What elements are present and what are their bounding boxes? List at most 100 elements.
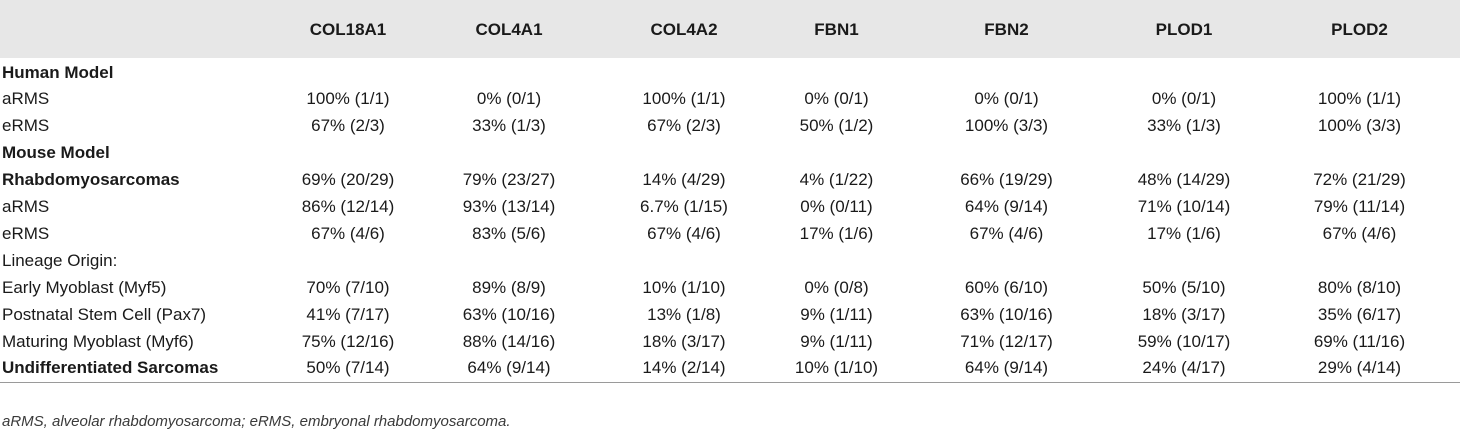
table-cell: 9% (1/11)	[800, 331, 873, 351]
table-cell	[1109, 139, 1259, 166]
row-label: Lineage Origin:	[2, 250, 118, 270]
table-row: aRMS 86% (12/14) 93% (13/14) 6.7% (1/15) 0% …	[0, 193, 1460, 220]
row-label: Maturing Myoblast (Myf6)	[2, 331, 194, 351]
table-cell: 72% (21/29)	[1313, 169, 1406, 189]
table-cell: 0% (0/11)	[800, 196, 873, 216]
table-cell	[599, 139, 769, 166]
column-header-blank	[0, 0, 277, 58]
column-header-fbn2: FBN2	[984, 20, 1029, 39]
table-cell: 33% (1/3)	[1147, 115, 1221, 135]
column-header-fbn1: FBN1	[814, 20, 859, 39]
table-row: eRMS 67% (2/3) 33% (1/3) 67% (2/3) 50% (1/2)…	[0, 112, 1460, 139]
section-row: Human Model	[0, 58, 1460, 85]
table-cell	[599, 247, 769, 274]
table-cell: 71% (12/17)	[960, 331, 1053, 351]
data-table: COL18A1 COL4A1 COL4A2 FBN1 FBN2 PLOD1 PLOD2 Hu…	[0, 0, 1460, 382]
table-cell	[419, 247, 599, 274]
table-cell: 0% (0/1)	[476, 88, 542, 108]
table-cell	[419, 139, 599, 166]
table-cell: 9% (1/11)	[800, 304, 873, 324]
row-label: Human Model	[2, 63, 114, 82]
row-label: eRMS	[2, 223, 50, 243]
table-cell: 14% (4/29)	[642, 169, 726, 189]
table-cell: 4% (1/22)	[799, 169, 874, 189]
table-cell: 67% (4/6)	[969, 223, 1044, 243]
table-cell	[1109, 58, 1259, 85]
table-cell: 70% (7/10)	[306, 277, 390, 297]
table-cell: 10% (1/10)	[794, 358, 879, 378]
table-body: Human Model aRMS 100% (1/1) 0% (0/1) 100% (1…	[0, 58, 1460, 382]
table-cell: 93% (13/14)	[462, 196, 556, 216]
table-cell: 67% (4/6)	[647, 223, 721, 243]
table-cell	[1109, 247, 1259, 274]
table-cell	[419, 58, 599, 85]
row-label: Rhabdomyosarcomas	[2, 169, 180, 189]
table-cell: 67% (2/3)	[311, 115, 385, 135]
table-cell: 66% (19/29)	[960, 169, 1053, 189]
table-cell: 17% (1/6)	[799, 223, 874, 243]
table-cell: 80% (8/10)	[1317, 277, 1402, 297]
table-cell: 50% (1/2)	[799, 115, 874, 135]
row-label: Postnatal Stem Cell (Pax7)	[2, 304, 207, 324]
table-cell: 29% (4/14)	[1317, 358, 1402, 378]
section-row: Undifferentiated Sarcomas 50% (7/14) 64% (…	[0, 355, 1460, 382]
table-row: Early Myoblast (Myf5) 70% (7/10) 89% (8/9)…	[0, 274, 1460, 301]
table-cell	[277, 139, 419, 166]
table-cell: 100% (1/1)	[306, 88, 390, 108]
column-header-plod2: PLOD2	[1331, 20, 1388, 39]
table-cell: 64% (9/14)	[964, 196, 1049, 216]
table-cell	[277, 247, 419, 274]
table-cell: 69% (11/16)	[1313, 331, 1406, 351]
column-header-col4a1: COL4A1	[475, 20, 543, 39]
table-cell	[599, 58, 769, 85]
table-row: aRMS 100% (1/1) 0% (0/1) 100% (1/1) 0% (0/1)…	[0, 85, 1460, 112]
table-cell: 0% (0/1)	[974, 88, 1039, 108]
table-cell: 18% (3/17)	[1142, 304, 1226, 324]
table-cell: 64% (9/14)	[467, 358, 551, 378]
table-cell: 86% (12/14)	[301, 196, 395, 216]
column-header-col18a1: COL18A1	[309, 20, 387, 39]
table-cell	[769, 58, 904, 85]
table-cell: 75% (12/16)	[301, 331, 395, 351]
table-cell: 89% (8/9)	[472, 277, 546, 297]
table-row: eRMS 67% (4/6) 83% (5/6) 67% (4/6) 17% (1/6)…	[0, 220, 1460, 247]
row-label: aRMS	[2, 88, 50, 108]
table-cell: 0% (0/1)	[1151, 88, 1217, 108]
table-cell: 69% (20/29)	[301, 169, 395, 189]
table-cell: 63% (10/16)	[462, 304, 556, 324]
table-cell: 100% (1/1)	[1317, 88, 1402, 108]
table-cell: 33% (1/3)	[472, 115, 546, 135]
row-label: aRMS	[2, 196, 50, 216]
table-cell: 0% (0/1)	[804, 88, 869, 108]
row-label: eRMS	[2, 115, 50, 135]
table-cell: 50% (5/10)	[1142, 277, 1226, 297]
table-cell: 100% (1/1)	[642, 88, 726, 108]
table-cell: 18% (3/17)	[642, 331, 726, 351]
table-cell	[1259, 139, 1460, 166]
table-cell: 79% (23/27)	[462, 169, 556, 189]
table-cell: 71% (10/14)	[1137, 196, 1231, 216]
table-cell: 67% (4/6)	[1322, 223, 1397, 243]
row-label: Undifferentiated Sarcomas	[2, 358, 219, 378]
table-cell	[904, 247, 1109, 274]
table-cell: 100% (3/3)	[1317, 115, 1402, 135]
table-cell: 0% (0/8)	[804, 277, 869, 297]
table-cell: 83% (5/6)	[472, 223, 546, 243]
table-cell: 50% (7/14)	[306, 358, 390, 378]
table-footnote: aRMS, alveolar rhabdomyosarcoma; eRMS, e…	[2, 413, 511, 430]
table-cell: 60% (6/10)	[964, 277, 1049, 297]
table-cell: 17% (1/6)	[1147, 223, 1221, 243]
table-cell: 59% (10/17)	[1137, 331, 1231, 351]
table-cell: 100% (3/3)	[964, 115, 1049, 135]
table-cell: 41% (7/17)	[306, 304, 390, 324]
table-cell: 64% (9/14)	[964, 358, 1049, 378]
table-cell: 10% (1/10)	[642, 277, 726, 297]
table-cell	[904, 58, 1109, 85]
section-row: Mouse Model	[0, 139, 1460, 166]
table-cell	[904, 139, 1109, 166]
section-row: Rhabdomyosarcomas 69% (20/29) 79% (23/27) 1…	[0, 166, 1460, 193]
table-row: Postnatal Stem Cell (Pax7) 41% (7/17) 63% …	[0, 301, 1460, 328]
table-row: Maturing Myoblast (Myf6) 75% (12/16) 88% (…	[0, 328, 1460, 355]
table-cell: 88% (14/16)	[462, 331, 556, 351]
